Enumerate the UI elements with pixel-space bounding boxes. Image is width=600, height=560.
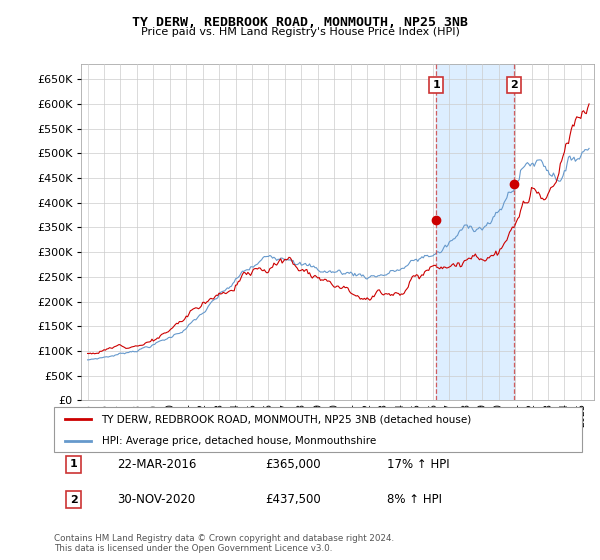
Text: 1: 1 bbox=[433, 80, 440, 90]
Text: 30-NOV-2020: 30-NOV-2020 bbox=[118, 493, 196, 506]
Text: £437,500: £437,500 bbox=[265, 493, 321, 506]
Text: £365,000: £365,000 bbox=[265, 458, 321, 471]
Bar bbox=[436, 64, 514, 400]
Text: 17% ↑ HPI: 17% ↑ HPI bbox=[386, 458, 449, 471]
Text: 8% ↑ HPI: 8% ↑ HPI bbox=[386, 493, 442, 506]
Text: Contains HM Land Registry data © Crown copyright and database right 2024.
This d: Contains HM Land Registry data © Crown c… bbox=[54, 534, 394, 553]
Text: Price paid vs. HM Land Registry's House Price Index (HPI): Price paid vs. HM Land Registry's House … bbox=[140, 27, 460, 38]
Text: TY DERW, REDBROOK ROAD, MONMOUTH, NP25 3NB: TY DERW, REDBROOK ROAD, MONMOUTH, NP25 3… bbox=[132, 16, 468, 29]
Text: TY DERW, REDBROOK ROAD, MONMOUTH, NP25 3NB (detached house): TY DERW, REDBROOK ROAD, MONMOUTH, NP25 3… bbox=[101, 414, 472, 424]
Text: 1: 1 bbox=[70, 459, 77, 469]
Text: 22-MAR-2016: 22-MAR-2016 bbox=[118, 458, 197, 471]
Text: HPI: Average price, detached house, Monmouthshire: HPI: Average price, detached house, Monm… bbox=[101, 436, 376, 446]
Text: 2: 2 bbox=[70, 494, 77, 505]
Text: 2: 2 bbox=[510, 80, 518, 90]
